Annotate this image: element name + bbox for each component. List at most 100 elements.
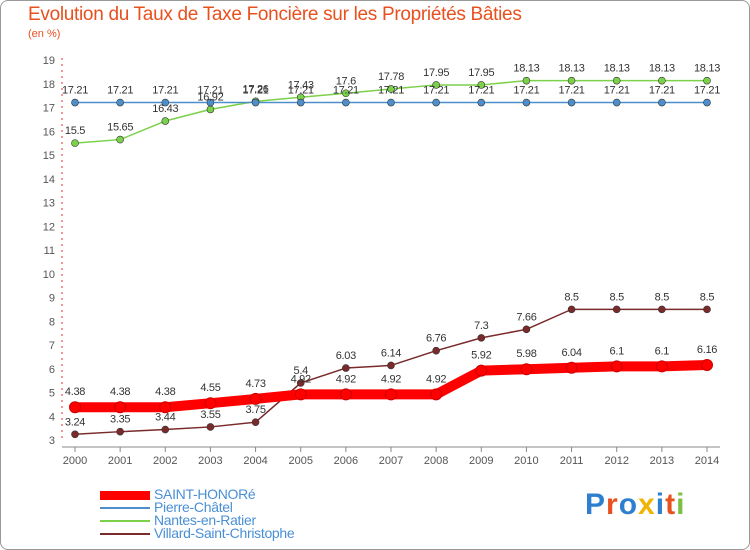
y-tick-label: 16 <box>43 126 55 138</box>
data-point <box>567 98 576 107</box>
data-label: 6.1 <box>610 345 625 357</box>
data-point <box>658 305 666 314</box>
y-tick-label: 11 <box>44 245 55 257</box>
data-point <box>430 388 443 401</box>
y-tick-label: 19 <box>43 55 55 67</box>
data-point <box>655 360 668 373</box>
data-label: 18.13 <box>513 63 539 75</box>
y-tick-label: 12 <box>43 221 55 233</box>
data-label: 6.04 <box>561 347 581 359</box>
data-label: 8.5 <box>655 291 670 303</box>
x-tick-label: 2004 <box>243 455 267 467</box>
data-point <box>522 98 531 107</box>
x-tick-label: 2000 <box>63 455 87 467</box>
data-label: 4.73 <box>245 378 265 390</box>
logo-letter: o <box>618 488 639 521</box>
y-tick-label: 5 <box>49 388 55 400</box>
data-label: 3.44 <box>155 412 175 424</box>
data-point <box>161 98 170 107</box>
data-point <box>565 361 578 374</box>
x-tick-label: 2012 <box>604 455 628 467</box>
data-point <box>342 98 350 107</box>
data-label: 17.21 <box>243 85 269 97</box>
data-point <box>567 305 576 314</box>
logo-letter: t <box>665 488 677 521</box>
data-point <box>385 388 397 401</box>
logo-letter: P <box>585 488 607 521</box>
data-point <box>477 81 486 89</box>
x-tick-label: 2008 <box>424 455 448 467</box>
data-point <box>296 379 305 387</box>
data-point <box>522 325 531 334</box>
data-point <box>116 427 124 436</box>
data-label: 6.1 <box>655 345 670 357</box>
data-label: 7.3 <box>474 320 489 332</box>
data-label: 17.21 <box>694 85 720 97</box>
data-point <box>204 397 217 410</box>
data-label: 5.98 <box>516 348 536 360</box>
data-point <box>206 98 215 107</box>
data-point <box>610 360 623 373</box>
data-point <box>612 76 621 85</box>
legend-swatch <box>100 491 150 500</box>
data-point <box>522 76 531 85</box>
y-tick-label: 6 <box>49 364 55 376</box>
y-tick-label: 3 <box>49 435 55 447</box>
proxiti-logo: Proxiti <box>585 488 685 522</box>
data-point <box>477 334 486 342</box>
data-label: 18.13 <box>694 63 720 75</box>
data-label: 18.13 <box>649 63 675 75</box>
logo-letter: r <box>606 488 619 521</box>
y-tick-label: 7 <box>49 340 55 352</box>
data-label: 17.21 <box>62 85 88 97</box>
data-point <box>703 98 711 107</box>
data-label: 6.76 <box>426 333 446 345</box>
data-label: 17.78 <box>378 71 404 83</box>
data-label: 15.5 <box>65 125 85 137</box>
data-label: 17.21 <box>107 85 133 97</box>
x-tick-label: 2011 <box>560 455 584 467</box>
legend-label: Villard-Saint-Christophe <box>154 525 295 541</box>
data-label: 17.21 <box>197 85 223 97</box>
data-point <box>387 361 395 370</box>
legend-swatch <box>100 507 150 509</box>
data-point <box>342 364 350 372</box>
legend-label: Nantes-en-Ratier <box>154 512 256 528</box>
data-point <box>703 76 711 85</box>
data-point <box>703 305 711 314</box>
data-point <box>387 85 395 93</box>
data-label: 17.21 <box>649 85 675 97</box>
data-label: 18.13 <box>559 63 585 75</box>
y-tick-label: 9 <box>49 293 55 305</box>
y-tick-label: 17 <box>43 103 55 115</box>
legend-swatch <box>100 533 150 535</box>
data-label: 4.92 <box>381 373 401 385</box>
data-label: 3.55 <box>200 409 220 421</box>
data-point <box>294 388 307 401</box>
data-point <box>69 401 81 414</box>
data-label: 4.92 <box>426 373 446 385</box>
data-label: 4.92 <box>336 373 356 385</box>
data-point <box>387 98 395 107</box>
data-label: 17.95 <box>468 67 494 79</box>
data-label: 6.16 <box>697 344 717 356</box>
x-tick-label: 2014 <box>695 455 719 467</box>
data-point <box>475 364 488 377</box>
data-label: 4.38 <box>65 386 85 398</box>
x-tick-label: 2005 <box>288 455 312 467</box>
data-point <box>251 98 260 107</box>
data-label: 6.14 <box>381 347 401 359</box>
logo-letter: i <box>655 488 666 521</box>
data-point <box>612 305 621 314</box>
data-label: 17.21 <box>333 85 359 97</box>
data-label: 8.5 <box>700 291 715 303</box>
data-label: 17.21 <box>513 85 539 97</box>
data-label: 16.92 <box>197 91 223 103</box>
data-label: 5.4 <box>294 365 309 377</box>
data-label: 17.26 <box>243 83 269 95</box>
data-label: 18.13 <box>604 63 630 75</box>
data-label: 4.55 <box>200 382 220 394</box>
data-point <box>658 98 666 107</box>
x-tick-label: 2006 <box>334 455 358 467</box>
